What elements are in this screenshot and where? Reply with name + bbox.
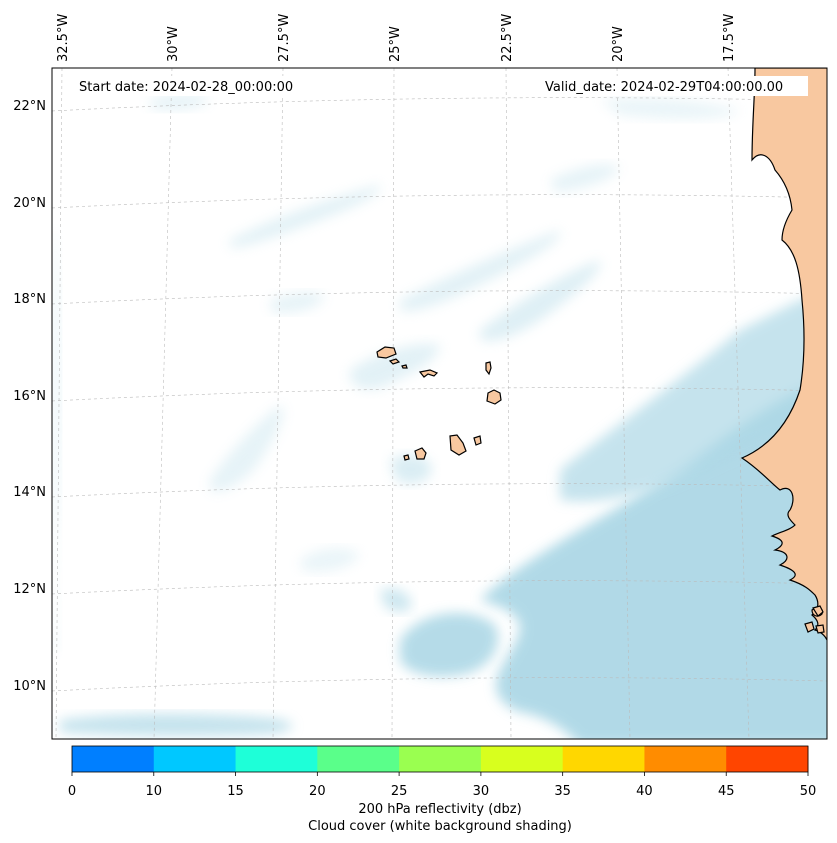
longitude-label: 22.5°W bbox=[500, 14, 515, 62]
parallel-line bbox=[52, 677, 827, 692]
island-boa-vista bbox=[486, 389, 502, 405]
latitude-label: 18°N bbox=[13, 292, 46, 307]
parallel-line bbox=[52, 387, 827, 402]
longitude-label: 30°W bbox=[166, 26, 181, 62]
colorbar-segment bbox=[72, 746, 155, 772]
latitude-label: 14°N bbox=[13, 485, 46, 500]
latitude-labels: 22°N 20°N 18°N 16°N 14°N 12°N 10°N bbox=[13, 99, 46, 694]
start-date-box bbox=[73, 76, 313, 96]
parallel-line bbox=[52, 483, 827, 498]
meridian-line bbox=[55, 68, 63, 739]
latitude-label: 10°N bbox=[13, 679, 46, 694]
meridian-line bbox=[391, 68, 395, 739]
island-santa-luzia bbox=[401, 364, 408, 369]
island-bijagos-2 bbox=[804, 621, 815, 633]
cloud-cover bbox=[54, 94, 827, 739]
colorbar-tick-label: 0 bbox=[68, 784, 76, 799]
colorbar-label: 200 hPa reflectivity (dbz) bbox=[358, 802, 521, 817]
meridian-line bbox=[153, 68, 173, 739]
longitude-label: 32.5°W bbox=[56, 14, 71, 62]
meridian-line bbox=[272, 68, 284, 739]
start-date-label: Start date: 2024-02-28_00:00:00 bbox=[79, 80, 293, 95]
colorbar-tick-label: 45 bbox=[718, 784, 735, 799]
island-bijagos-3 bbox=[815, 624, 825, 634]
colorbar-segment bbox=[399, 746, 482, 772]
colorbar-tick-label: 10 bbox=[146, 784, 163, 799]
island-maio bbox=[473, 435, 482, 446]
island-fogo bbox=[414, 447, 427, 460]
parallel-line bbox=[52, 580, 827, 595]
colorbar-tick-label: 25 bbox=[391, 784, 408, 799]
valid-date-label: Valid_date: 2024-02-29T04:00:00.00 bbox=[545, 80, 783, 95]
island-sal bbox=[485, 361, 492, 376]
map-frame bbox=[51, 67, 828, 740]
island-santiago bbox=[449, 434, 467, 456]
colorbar-tick-label: 50 bbox=[800, 784, 817, 799]
colorbar-segment bbox=[726, 746, 809, 772]
island-santo-antao bbox=[376, 346, 397, 359]
colorbar-tick-label: 30 bbox=[473, 784, 490, 799]
longitude-label: 17.5°W bbox=[722, 14, 737, 62]
colorbar-frame bbox=[71, 745, 809, 773]
latitude-label: 20°N bbox=[13, 196, 46, 211]
meridian-line bbox=[616, 68, 631, 739]
colorbar-tick-label: 35 bbox=[554, 784, 571, 799]
map-content bbox=[52, 68, 827, 739]
latitude-label: 16°N bbox=[13, 389, 46, 404]
longitude-label: 20°W bbox=[611, 26, 626, 62]
island-bijagos-1 bbox=[812, 605, 824, 617]
valid-date-box bbox=[540, 76, 808, 96]
longitude-labels: 32.5°W 30°W 27.5°W 25°W 22.5°W 20°W 17.5°W bbox=[56, 14, 737, 62]
colorbar-segment bbox=[562, 746, 645, 772]
colorbar-tick-label: 40 bbox=[636, 784, 653, 799]
colorbar-segment bbox=[644, 746, 727, 772]
colorbar-segment bbox=[480, 746, 564, 772]
parallel-line bbox=[52, 97, 827, 112]
colorbar-ticks: 0 10 15 20 25 30 35 40 45 50 bbox=[68, 772, 816, 799]
colorbar bbox=[72, 746, 809, 772]
island-sao-nicolau bbox=[418, 369, 439, 378]
colorbar-segment bbox=[317, 746, 400, 772]
island-brava bbox=[403, 454, 410, 461]
colorbar-segment bbox=[235, 746, 318, 772]
meridian-line bbox=[727, 68, 750, 739]
island-sao-vicente bbox=[388, 358, 401, 365]
colorbar-sublabel: Cloud cover (white background shading) bbox=[308, 819, 572, 834]
meridian-line bbox=[505, 68, 512, 739]
longitude-label: 27.5°W bbox=[277, 14, 292, 62]
parallel-line bbox=[52, 290, 827, 305]
graticule bbox=[52, 68, 827, 739]
colorbar-segment bbox=[153, 746, 237, 772]
colorbar-tick-label: 15 bbox=[227, 784, 244, 799]
latitude-label: 22°N bbox=[13, 99, 46, 114]
latitude-label: 12°N bbox=[13, 582, 46, 597]
longitude-label: 25°W bbox=[388, 26, 403, 62]
parallel-line bbox=[52, 194, 827, 209]
land bbox=[376, 68, 827, 641]
colorbar-tick-label: 20 bbox=[309, 784, 326, 799]
african-coast bbox=[740, 68, 827, 641]
